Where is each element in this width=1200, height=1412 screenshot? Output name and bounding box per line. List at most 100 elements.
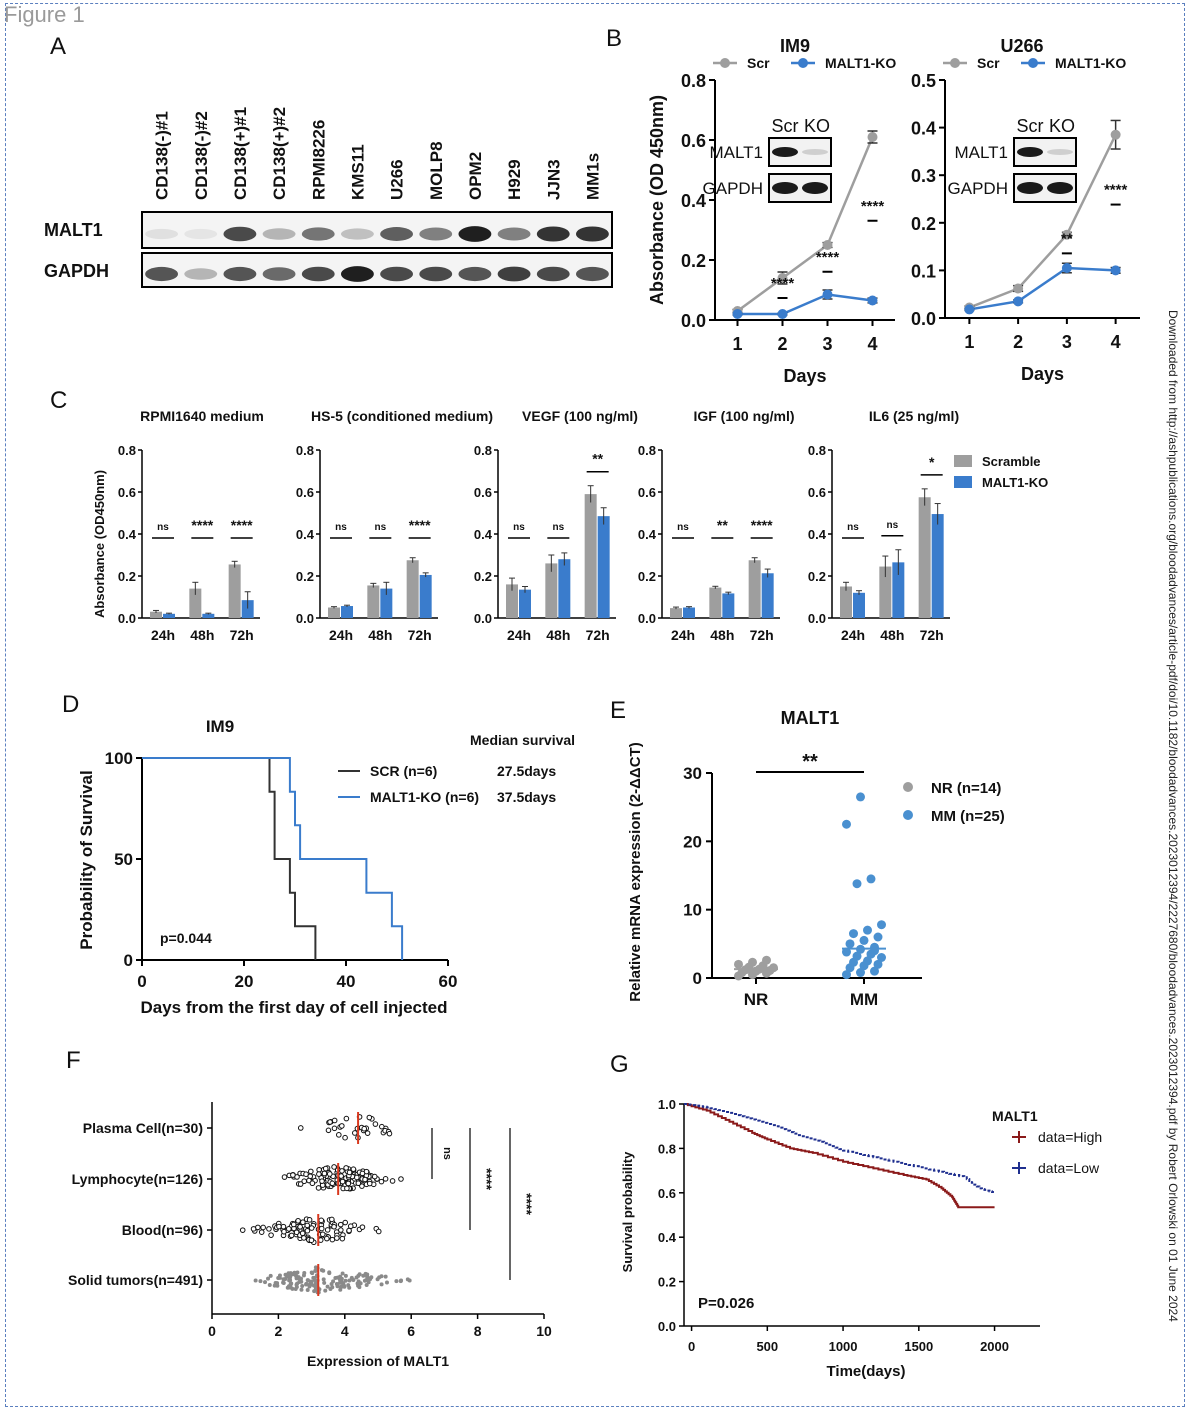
data-point [313,1268,318,1273]
inset-band [1047,182,1073,194]
y-tick-label: 0.4 [911,119,936,139]
significance-label: ns [335,522,347,533]
data-point [355,1180,362,1187]
data-point [849,929,858,939]
y-tick-label: 30 [683,764,702,783]
data-point [354,1174,360,1181]
data-point [337,1221,344,1228]
x-tick-label: 72h [230,627,254,643]
data-point [306,1217,313,1223]
blot-band [184,228,218,240]
series-point [777,309,788,319]
bar [709,587,722,618]
data-point [322,1280,327,1285]
inset-band [1017,147,1043,157]
data-point [333,1276,338,1281]
data-point [331,1117,338,1124]
data-point [286,1284,291,1289]
y-tick-label: 0.8 [118,443,136,458]
bar [189,588,202,618]
y-tick-label: 0.8 [681,71,706,91]
blot-band [340,228,374,240]
data-point [299,1230,306,1237]
x-tick-label: 48h [190,627,214,643]
data-point [389,1178,396,1184]
data-point [856,968,865,978]
y-tick-label: 0.6 [638,485,656,500]
x-tick-label: 3 [822,334,832,354]
survival-curve [684,1103,996,1194]
data-point [315,1185,322,1191]
y-tick-label: 0.0 [808,611,826,626]
data-point [295,1217,301,1224]
bar [163,613,175,618]
blot-lane-label: CD138(-)#1 [153,111,172,200]
y-tick-label: 0.8 [474,443,492,458]
significance-label: ** [592,451,603,467]
data-point [280,1223,287,1230]
series-point [1110,265,1121,276]
data-point [375,1277,380,1282]
data-point [378,1123,385,1130]
x-tick-label: 24h [329,627,353,643]
x-tick-label: 1 [964,332,974,352]
blot-strip [141,211,613,249]
bar [228,564,241,618]
y-tick-label: 0 [124,951,133,970]
blot-band [575,226,609,242]
data-point [347,1223,354,1230]
blot-band [301,266,335,282]
data-point [326,1171,333,1177]
data-point [338,1227,344,1233]
panel-label-D: D [62,691,79,718]
blot-band [262,228,296,240]
data-point [334,1235,340,1241]
data-point [325,1284,330,1289]
legend-marker [903,782,913,792]
data-point [253,1278,258,1283]
data-point [372,1121,379,1127]
significance-label: **** [816,249,840,266]
y-axis-label: Absorbance (OD450nm) [92,470,107,618]
x-tick-label: MM [850,990,878,1009]
panel-label-C: C [50,387,67,414]
y-tick-label: 0.4 [681,191,706,211]
blot-lane-label: JJN3 [544,159,563,200]
y-tick-label: 0.2 [296,569,314,584]
inset-col-label: KO [804,116,830,136]
series-point [1061,263,1072,274]
y-tick-label: 0.2 [658,1275,676,1290]
x-tick-label: 24h [841,627,865,643]
data-point [324,1235,330,1242]
x-tick-label: 60 [439,972,458,991]
blot-lane-label: MOLP8 [427,141,446,200]
data-point [852,951,862,961]
x-tick-label: 6 [407,1323,415,1339]
bar [584,494,597,618]
series-line [737,293,873,316]
chart-title: RPMI1640 medium [140,408,264,424]
legend-label: MALT1-KO [982,475,1048,490]
y-tick-label: 0.8 [638,443,656,458]
chart-title: IGF (100 ng/ml) [693,408,794,424]
x-tick-label: 1500 [904,1339,933,1354]
data-point [873,959,883,969]
data-point [337,1280,342,1285]
y-tick-label: 0.6 [808,485,826,500]
data-point [289,1271,294,1276]
data-point [321,1268,326,1273]
y-tick-label: 0.0 [681,311,706,331]
legend-label: MM (n=25) [931,808,1005,825]
legend-marker [903,810,913,820]
data-point [873,932,883,942]
y-axis-label: Relative mRNA expression (2-ΔΔCT) [627,742,644,1001]
blot-band [223,266,257,282]
data-point [286,1226,292,1232]
y-tick-label: Blood(n=96) [122,1222,203,1238]
x-tick-label: 48h [880,627,904,643]
y-tick-label: 10 [683,901,702,920]
blot-band [380,227,414,241]
data-point [283,1272,288,1277]
significance-label: **** [479,1168,495,1190]
